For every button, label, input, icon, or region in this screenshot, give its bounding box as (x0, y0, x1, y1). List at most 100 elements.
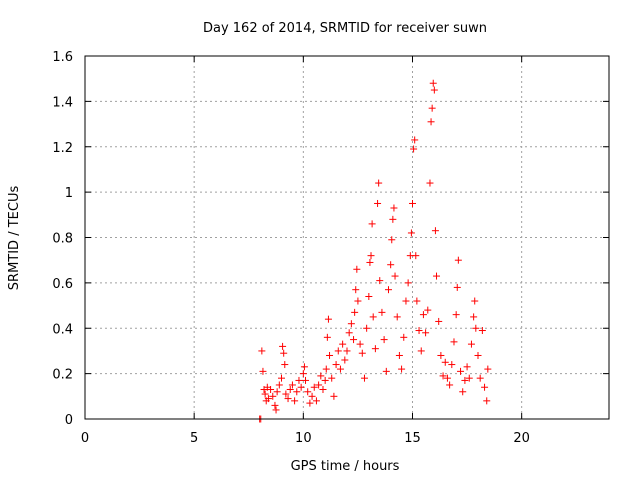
data-point (417, 347, 425, 355)
y-axis-label: SRMTID / TECUs (7, 186, 22, 291)
data-point (463, 363, 471, 371)
data-point (411, 136, 419, 144)
y-tick-label: 0.8 (52, 232, 73, 247)
data-point (295, 376, 303, 384)
data-point (439, 372, 447, 380)
data-point (388, 236, 396, 244)
data-point (384, 286, 392, 294)
data-point (279, 342, 287, 350)
data-point (350, 336, 358, 344)
y-tick-label: 0.4 (52, 322, 73, 337)
data-point (441, 358, 449, 366)
data-point (424, 306, 432, 314)
data-point (334, 347, 342, 355)
x-tick-label: 20 (513, 431, 530, 446)
data-point (275, 381, 283, 389)
data-point (352, 286, 360, 294)
data-point (345, 329, 353, 337)
data-point (308, 392, 316, 400)
data-point (293, 388, 301, 396)
data-point (453, 283, 461, 291)
data-point (343, 347, 351, 355)
data-point (430, 86, 438, 94)
data-point (415, 327, 423, 335)
data-point (368, 220, 376, 228)
data-point (376, 277, 384, 285)
data-point (446, 381, 454, 389)
data-point (426, 179, 434, 187)
data-point (431, 227, 439, 235)
data-point (435, 317, 443, 325)
data-point (378, 308, 386, 316)
data-point (300, 363, 308, 371)
data-point (478, 327, 486, 335)
data-point (339, 340, 347, 348)
data-point (448, 361, 456, 369)
data-point (398, 365, 406, 373)
data-point (306, 399, 314, 407)
data-point (454, 256, 462, 264)
data-point (366, 258, 374, 266)
y-tick-label: 1.4 (52, 95, 73, 110)
data-point (457, 367, 465, 375)
data-point (351, 308, 359, 316)
data-point (330, 392, 338, 400)
x-axis-label: GPS time / hours (291, 459, 400, 474)
data-point (299, 370, 307, 378)
data-point (261, 390, 269, 398)
data-point (433, 272, 441, 280)
data-point (422, 329, 430, 337)
data-point (461, 376, 469, 384)
data-point (365, 292, 373, 300)
data-point (407, 229, 415, 237)
data-point (353, 265, 361, 273)
data-point (412, 252, 420, 260)
data-point (336, 365, 344, 373)
data-point (328, 374, 336, 382)
data-point (427, 118, 435, 126)
data-point (326, 351, 334, 359)
data-point (387, 261, 395, 269)
data-point (291, 397, 299, 405)
data-point (380, 336, 388, 344)
data-point (393, 313, 401, 321)
data-point (356, 340, 364, 348)
data-point (354, 297, 362, 305)
data-point (402, 297, 410, 305)
data-point (389, 215, 397, 223)
x-tick-label: 0 (81, 431, 89, 446)
data-point (375, 179, 383, 187)
plot-frame (84, 55, 610, 420)
data-point (304, 388, 312, 396)
data-point (363, 324, 371, 332)
data-point (481, 383, 489, 391)
data-point (267, 386, 275, 394)
data-point (465, 374, 473, 382)
data-point (310, 383, 318, 391)
data-point (321, 376, 329, 384)
data-point (483, 397, 491, 405)
data-point (428, 104, 436, 112)
data-point (317, 372, 325, 380)
data-point (280, 349, 288, 357)
data-point (395, 351, 403, 359)
data-point (437, 351, 445, 359)
y-tick-label: 0 (65, 413, 73, 428)
data-point (471, 297, 479, 305)
data-point (284, 395, 292, 403)
data-point (391, 272, 399, 280)
data-point (272, 406, 280, 414)
tick-label-layer: 0 5 10 15 20 0 0.2 0.4 0.6 0.8 1 1.2 1.4 1.6 (52, 50, 530, 446)
data-point (312, 397, 320, 405)
data-point (297, 383, 305, 391)
data-point (271, 401, 279, 409)
data-point (450, 338, 458, 346)
data-point (278, 374, 285, 382)
data-point (269, 392, 277, 400)
data-point (358, 349, 366, 357)
data-point (258, 347, 266, 355)
data-point (429, 79, 437, 87)
data-mark-layer (256, 79, 492, 423)
data-point (474, 351, 482, 359)
